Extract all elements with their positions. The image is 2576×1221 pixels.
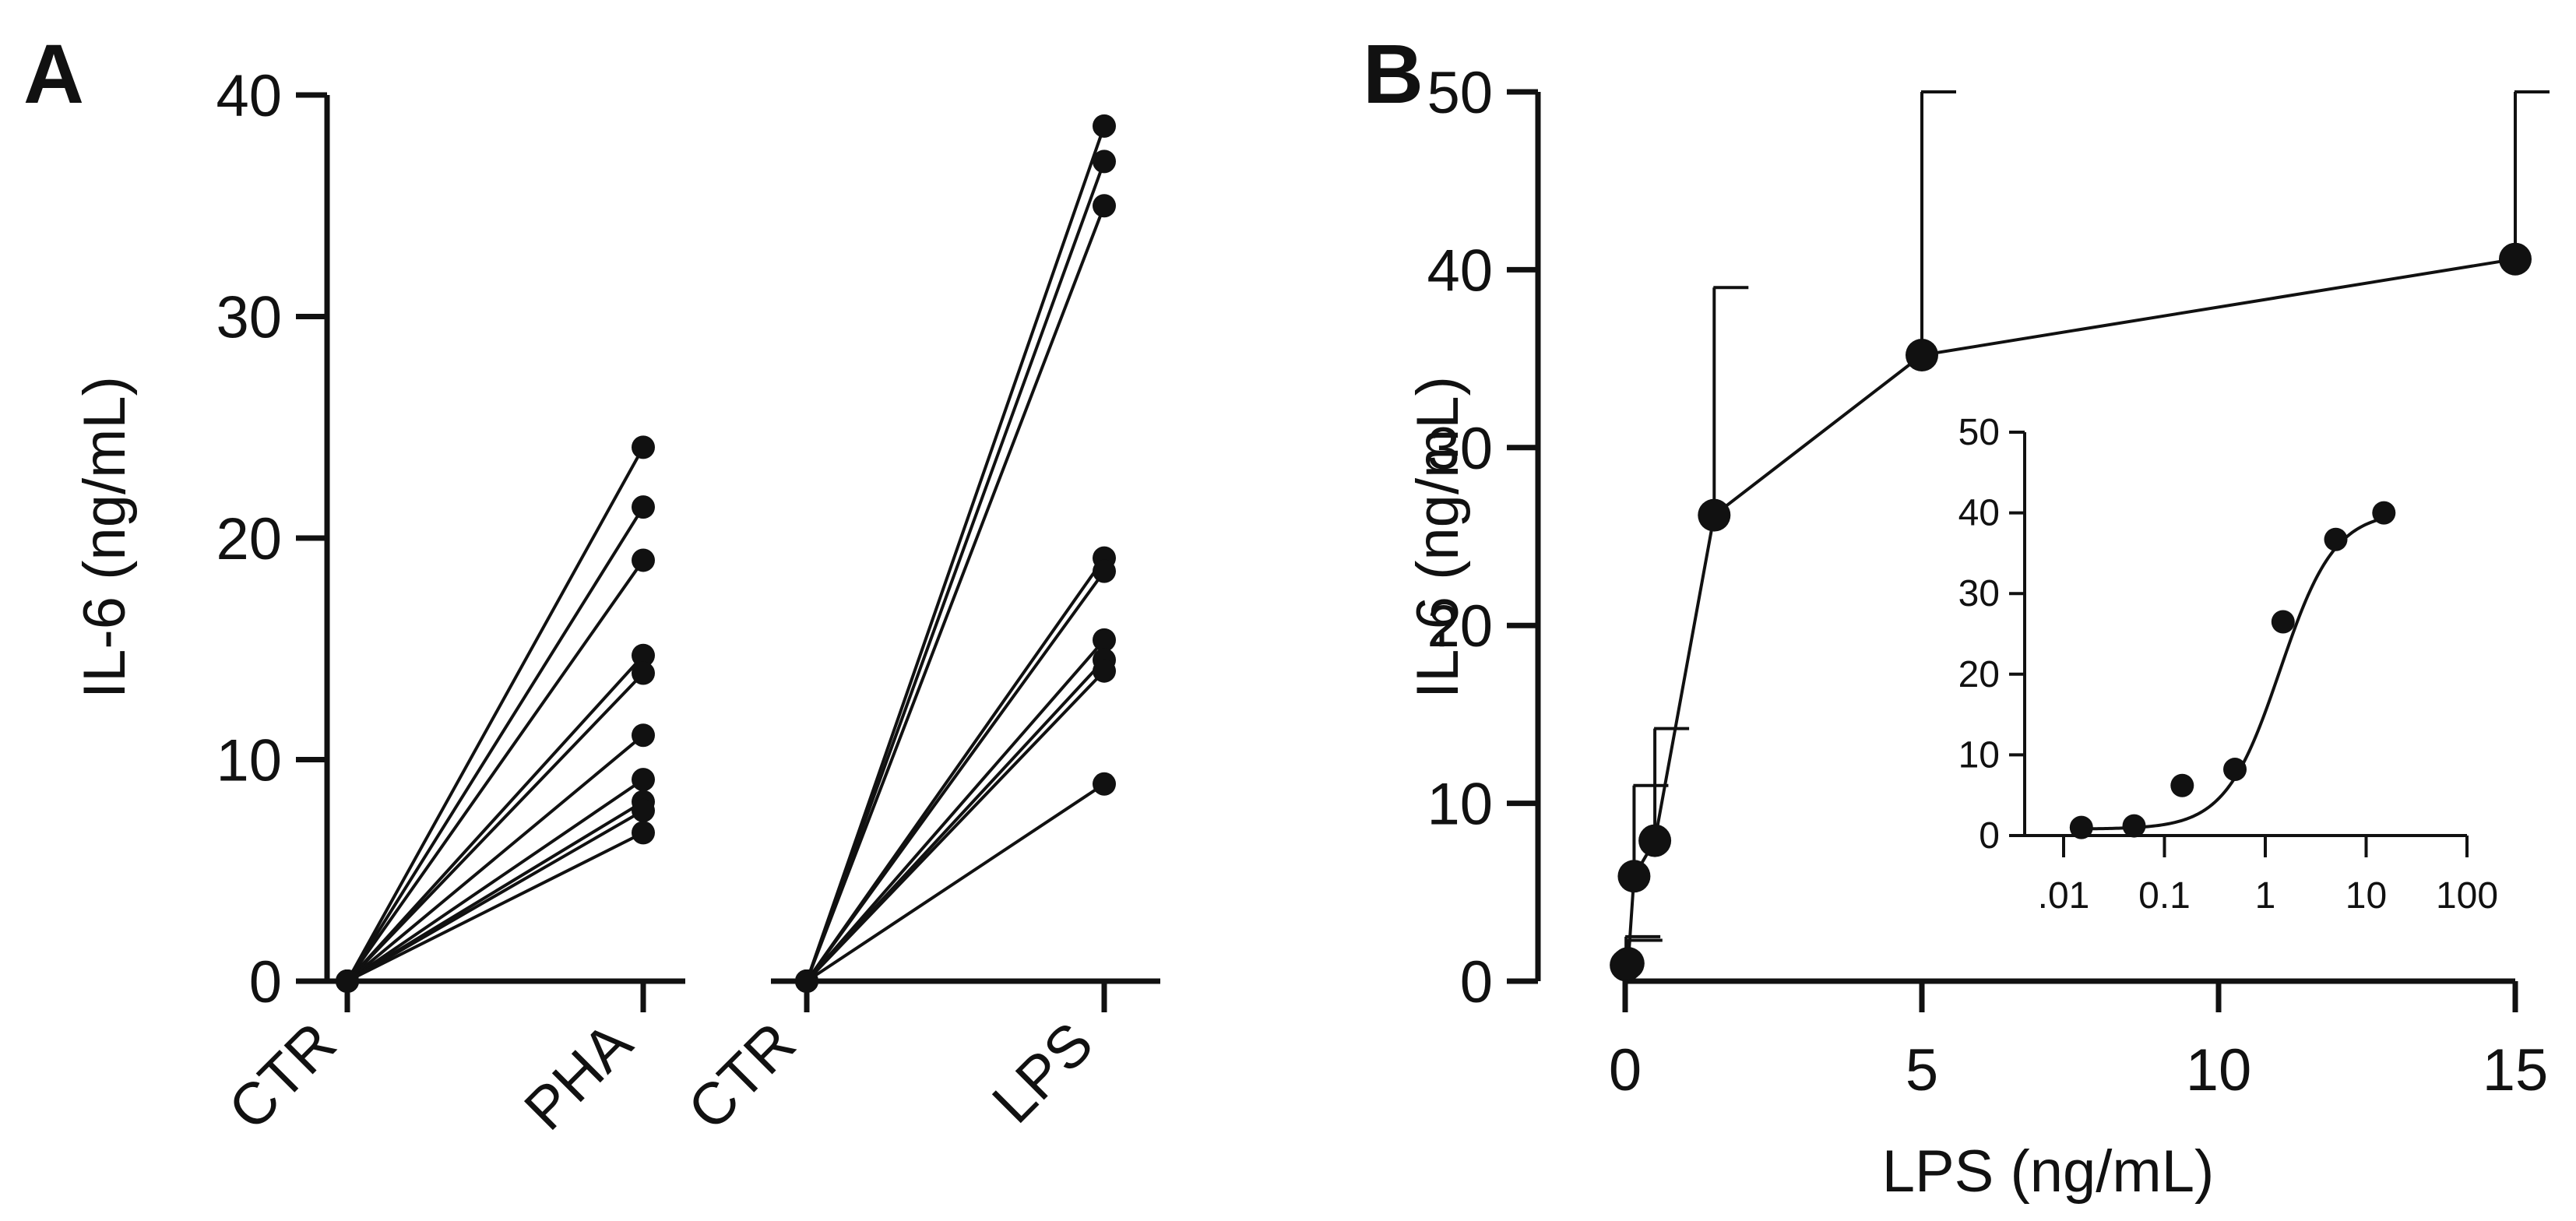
point-a-0-3-end (632, 643, 655, 667)
y-tick-label-inset-10: 10 (1958, 734, 2000, 776)
y-tick-label-a-10: 10 (216, 728, 282, 794)
point-b-1 (1611, 947, 1645, 980)
pair-line-a-1-1 (805, 160, 1106, 982)
point-b-3 (1638, 824, 1672, 857)
point-a-1-5-end (1093, 628, 1116, 652)
x-axis-label-b: LPS (ng/mL) (1882, 1138, 2215, 1205)
y-tick-label-inset-20: 20 (1958, 654, 2000, 695)
point-a-0-4-end (632, 661, 655, 685)
point-b-5 (1906, 339, 1938, 372)
x-tick-label-a-0-0: CTR (216, 1010, 349, 1143)
pair-line-a-0-1 (346, 506, 645, 983)
pair-line-a-1-7 (805, 670, 1106, 983)
point-a-0-0-end (632, 435, 655, 459)
panel-label-a: A (23, 26, 84, 121)
pair-line-a-1-8 (805, 783, 1106, 983)
y-tick-label-a-40: 40 (216, 63, 282, 129)
point-a-0-6-end (632, 768, 655, 792)
point-inset-6 (2372, 501, 2396, 525)
x-tick-label-inset-3: 10 (2345, 875, 2387, 917)
y-tick-label-b-30: 30 (1427, 416, 1493, 482)
series-line-b (1624, 257, 2516, 966)
point-inset-4 (2271, 610, 2295, 634)
x-tick-label-b-10: 10 (2186, 1037, 2252, 1103)
panel-label-b: B (1363, 26, 1423, 121)
point-b-6 (2499, 242, 2532, 276)
y-tick-label-inset-30: 30 (1958, 573, 2000, 614)
point-inset-2 (2170, 773, 2194, 797)
pair-line-a-1-2 (805, 205, 1106, 982)
pair-line-a-1-4 (805, 570, 1106, 983)
x-tick-label-b-15: 15 (2483, 1037, 2549, 1103)
x-tick-label-b-5: 5 (1906, 1037, 1938, 1103)
point-a-0-9-start (336, 969, 359, 993)
y-axis-label-a: IL-6 (ng/mL) (72, 376, 138, 698)
y-tick-label-inset-40: 40 (1958, 493, 2000, 534)
y-tick-label-b-20: 20 (1427, 593, 1493, 660)
point-a-1-2-end (1093, 194, 1116, 218)
fit-curve-inset (2081, 515, 2388, 831)
point-inset-3 (2223, 758, 2247, 782)
point-a-1-4-end (1093, 559, 1116, 583)
x-tick-label-inset-0: .01 (2038, 875, 2090, 917)
point-a-1-1-end (1093, 150, 1116, 174)
point-inset-1 (2122, 814, 2146, 838)
pair-line-a-0-8 (347, 809, 644, 983)
y-axis-label-b: IL-6 (ng/mL) (1405, 376, 1471, 698)
point-a-1-8-start (795, 969, 818, 993)
y-tick-label-b-40: 40 (1427, 238, 1493, 304)
y-tick-label-inset-0: 0 (1979, 815, 2000, 857)
y-tick-label-b-10: 10 (1427, 772, 1493, 838)
y-tick-label-a-0: 0 (249, 949, 282, 1015)
x-tick-label-a-0-1: PHA (512, 1010, 645, 1143)
point-b-4 (1698, 498, 1731, 532)
point-a-0-1-end (632, 495, 655, 519)
pair-line-a-0-5 (346, 734, 645, 983)
point-a-1-7-end (1093, 659, 1116, 683)
point-a-1-0-end (1093, 114, 1116, 138)
y-tick-label-inset-50: 50 (1958, 412, 2000, 453)
point-inset-0 (2069, 815, 2093, 839)
point-a-0-8-end (632, 798, 655, 822)
point-a-0-5-end (632, 723, 655, 748)
x-tick-label-inset-2: 1 (2255, 875, 2276, 917)
x-tick-label-b-0: 0 (1609, 1037, 1642, 1103)
pair-line-a-0-6 (346, 778, 645, 983)
pair-line-a-0-2 (346, 559, 645, 983)
point-inset-5 (2324, 527, 2348, 551)
x-tick-label-inset-1: 0.1 (2138, 875, 2191, 917)
pair-line-a-1-5 (805, 639, 1106, 983)
y-tick-label-b-0: 0 (1460, 949, 1493, 1015)
y-tick-label-a-30: 30 (216, 285, 282, 351)
x-tick-label-a-1-1: LPS (980, 1010, 1106, 1136)
x-tick-label-inset-4: 100 (2436, 875, 2498, 917)
pair-line-a-0-4 (346, 672, 645, 983)
pair-line-a-1-0 (805, 125, 1106, 982)
panel-b-inset-chart: 0 10 20 30 40 50 .01 0.1 1 10 100 (1958, 412, 2498, 917)
y-tick-label-b-50: 50 (1427, 60, 1493, 126)
y-tick-label-a-20: 20 (216, 506, 282, 572)
pair-line-a-0-3 (346, 654, 645, 983)
pair-line-a-0-0 (346, 446, 645, 982)
x-tick-label-a-1-0: CTR (675, 1010, 808, 1143)
point-a-0-2-end (632, 548, 655, 572)
pair-line-a-0-9 (347, 831, 644, 983)
point-b-2 (1617, 860, 1651, 893)
point-a-1-8-end (1093, 772, 1116, 796)
point-a-0-9-end (632, 821, 655, 845)
